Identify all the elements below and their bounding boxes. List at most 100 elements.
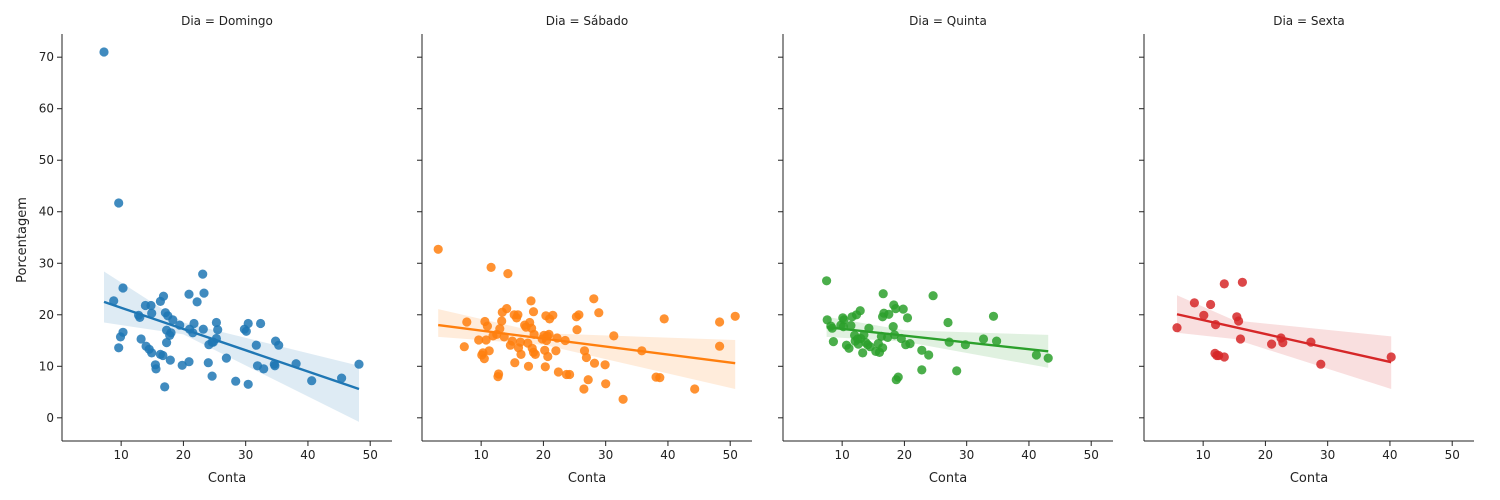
- data-point: [1043, 353, 1053, 363]
- confidence-band: [826, 316, 1049, 368]
- data-point: [1386, 352, 1396, 362]
- x-tick-label: 10: [474, 448, 489, 462]
- data-point: [878, 289, 888, 299]
- data-point: [203, 358, 213, 368]
- x-tick-label: 40: [1382, 448, 1397, 462]
- data-point: [513, 310, 523, 320]
- data-point: [459, 342, 469, 352]
- data-point: [502, 304, 512, 314]
- data-point: [572, 325, 582, 335]
- data-point: [828, 337, 839, 347]
- data-point: [189, 318, 199, 329]
- data-point: [243, 379, 253, 389]
- data-point: [198, 324, 208, 334]
- data-point: [846, 321, 856, 331]
- data-point: [589, 358, 600, 368]
- x-tick-label: 20: [536, 448, 551, 462]
- data-point: [211, 317, 221, 328]
- facet-panel-2: Dia = Quinta 10 20 30 40 50 Conta: [778, 14, 1113, 486]
- data-point: [690, 384, 700, 394]
- data-point: [544, 329, 554, 339]
- data-point: [530, 349, 540, 359]
- regression-line: [826, 325, 1049, 353]
- data-point: [337, 373, 347, 383]
- data-point: [924, 350, 934, 360]
- data-point: [1237, 277, 1247, 287]
- data-point: [730, 311, 740, 321]
- data-point: [888, 322, 898, 332]
- facet-title: Dia = Quinta: [909, 14, 987, 28]
- data-point: [241, 326, 251, 336]
- data-point: [659, 314, 669, 324]
- data-point: [177, 360, 187, 370]
- data-point: [543, 351, 553, 362]
- data-point: [944, 337, 954, 347]
- data-point: [118, 283, 128, 293]
- data-point: [151, 364, 161, 374]
- data-point: [893, 372, 903, 382]
- data-point: [516, 349, 526, 359]
- data-point: [917, 365, 927, 375]
- data-point: [618, 394, 628, 404]
- regression-line: [1176, 313, 1392, 364]
- data-point: [1219, 279, 1229, 289]
- data-point: [1199, 310, 1209, 320]
- data-point: [581, 352, 592, 363]
- data-point: [609, 331, 619, 341]
- data-point: [565, 369, 575, 380]
- data-point: [158, 350, 168, 361]
- data-point: [115, 332, 126, 342]
- data-point: [1206, 299, 1216, 310]
- data-point: [162, 338, 172, 348]
- data-point: [917, 345, 927, 355]
- regression-line: [103, 300, 360, 391]
- data-point: [928, 291, 938, 301]
- x-axis-label: Conta: [568, 471, 606, 486]
- data-point: [274, 340, 284, 350]
- data-point: [243, 318, 253, 329]
- data-point: [1189, 298, 1199, 308]
- y-tick-label: 20: [39, 308, 54, 322]
- confidence-band: [104, 271, 359, 422]
- data-point: [251, 340, 261, 350]
- data-point: [481, 335, 491, 345]
- y-tick-label: 40: [39, 205, 54, 219]
- data-point: [99, 47, 109, 57]
- data-point: [655, 373, 665, 383]
- x-tick-label: 20: [1258, 448, 1273, 462]
- data-point: [902, 313, 913, 323]
- data-point: [594, 308, 604, 318]
- data-point: [165, 355, 175, 365]
- x-tick-label: 20: [176, 448, 191, 462]
- data-point: [199, 288, 209, 298]
- data-point: [1172, 323, 1182, 333]
- data-point: [114, 343, 124, 353]
- x-tick-label: 50: [723, 448, 738, 462]
- data-point: [715, 317, 725, 327]
- data-point: [462, 317, 472, 327]
- data-point: [878, 343, 888, 353]
- data-point: [497, 316, 507, 326]
- x-tick-label: 10: [835, 448, 850, 462]
- data-point: [1234, 316, 1244, 326]
- data-point: [158, 291, 169, 301]
- data-point: [136, 334, 146, 344]
- data-point: [221, 353, 231, 363]
- data-point: [507, 336, 517, 346]
- data-point: [1235, 334, 1246, 344]
- x-tick-label: 50: [1084, 448, 1099, 462]
- data-point: [160, 382, 170, 392]
- data-point: [165, 330, 175, 340]
- data-point: [523, 361, 534, 371]
- data-point: [844, 343, 854, 353]
- data-point: [884, 309, 894, 319]
- data-point: [858, 348, 868, 358]
- data-point: [510, 358, 520, 368]
- data-point: [551, 346, 561, 356]
- data-point: [213, 325, 223, 335]
- x-tick-label: 10: [1196, 448, 1211, 462]
- x-tick-label: 10: [114, 448, 129, 462]
- data-point: [992, 336, 1002, 346]
- data-point: [147, 308, 157, 318]
